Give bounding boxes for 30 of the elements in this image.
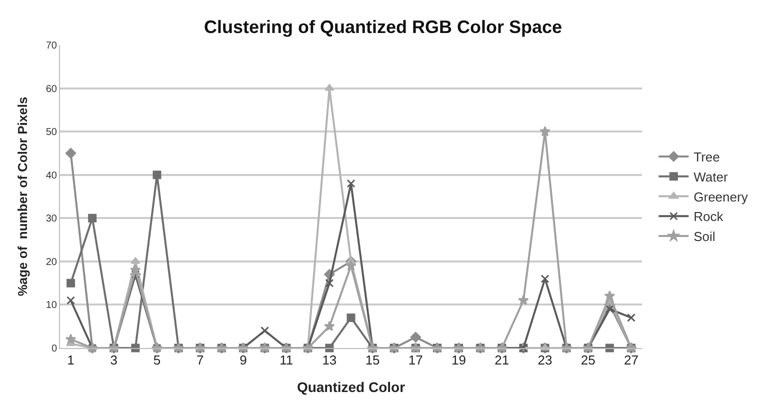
x-tick-label: 1 (67, 352, 74, 368)
x-tick-label: 13 (322, 352, 337, 368)
x-tick-label: 23 (538, 352, 552, 368)
y-tick-label: 0 (51, 344, 58, 354)
y-tick-label: 60 (46, 84, 58, 95)
y-axis-title: %age of number of Color Pixels (14, 96, 30, 296)
legend-label: Tree (694, 150, 720, 165)
x-tick-label: 25 (580, 352, 596, 368)
legend-label: Greenery (694, 189, 748, 204)
x-tick-label: 19 (452, 352, 466, 368)
x-tick-label: 21 (494, 352, 510, 368)
x-axis-title: Quantized Color (296, 378, 406, 395)
x-tick-label: 27 (624, 352, 638, 368)
x-tick-label: 9 (240, 352, 247, 368)
legend-label: Water (694, 169, 728, 184)
x-tick-label: 3 (110, 352, 118, 368)
x-tick-label: 5 (153, 352, 161, 368)
y-tick-label: 30 (46, 214, 58, 225)
x-tick-label: 11 (280, 352, 294, 368)
y-tick-label: 50 (46, 127, 58, 138)
legend-label: Rock (694, 209, 724, 224)
y-tick-label: 40 (46, 170, 58, 182)
x-tick-label: 7 (196, 352, 204, 368)
y-tick-label: 70 (46, 40, 58, 52)
y-tick-label: 20 (46, 256, 58, 268)
chart-title: Clustering of Quantized RGB Color Space (204, 16, 562, 37)
legend-label: Soil (694, 229, 716, 244)
y-tick-label: 10 (46, 300, 58, 312)
x-tick-label: 17 (408, 352, 423, 368)
x-tick-label: 15 (365, 352, 380, 368)
